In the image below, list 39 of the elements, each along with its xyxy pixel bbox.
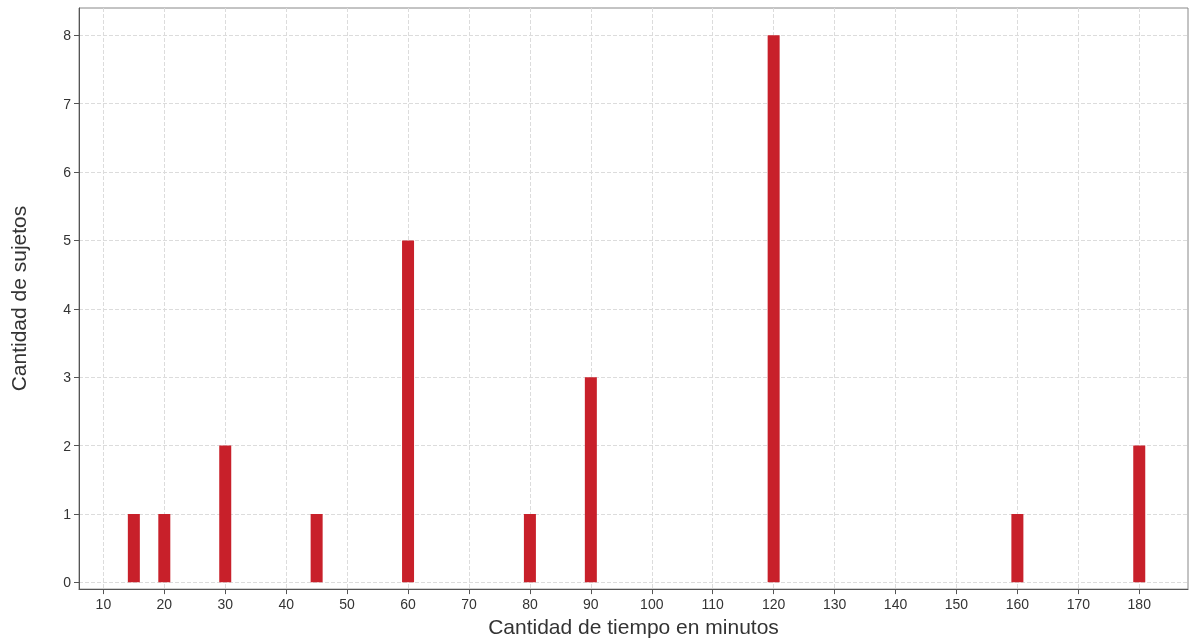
bar xyxy=(127,513,140,583)
y-tick-label: 6 xyxy=(63,164,72,181)
x-tick-label: 50 xyxy=(339,596,356,613)
x-tick-label: 170 xyxy=(1066,596,1091,613)
y-tick-label: 5 xyxy=(63,232,72,249)
y-tick-label: 1 xyxy=(63,505,72,522)
bar xyxy=(402,240,415,583)
x-tick-label: 130 xyxy=(822,596,847,613)
bar xyxy=(1011,513,1024,583)
bar xyxy=(584,377,597,583)
x-tick-label: 20 xyxy=(156,596,173,613)
x-tick-label: 180 xyxy=(1127,596,1152,613)
x-tick-label: 110 xyxy=(701,596,725,613)
x-tick-label: 80 xyxy=(522,596,538,613)
y-tick-label: 7 xyxy=(63,95,72,112)
x-axis-title: Cantidad de tiempo en minutos xyxy=(488,615,779,638)
x-tick-label: 140 xyxy=(883,596,908,613)
y-tick-label: 2 xyxy=(63,437,72,454)
bar xyxy=(767,35,780,583)
x-tick-label: 120 xyxy=(761,596,786,613)
x-tick-label: 70 xyxy=(461,596,477,613)
x-tick-label: 10 xyxy=(95,596,112,613)
y-tick-label: 8 xyxy=(63,27,72,44)
x-tick-label: 160 xyxy=(1005,596,1030,613)
bar xyxy=(158,513,171,583)
x-tick-label: 150 xyxy=(944,596,969,613)
y-tick-label: 4 xyxy=(63,300,72,317)
bar xyxy=(523,513,536,583)
y-tick-label: 0 xyxy=(63,574,72,591)
x-tick-label: 60 xyxy=(400,596,417,613)
x-tick-label: 100 xyxy=(640,596,664,613)
x-tick-label: 90 xyxy=(583,596,599,613)
x-tick-label: 40 xyxy=(278,596,295,613)
bar xyxy=(310,513,323,583)
y-tick-label: 3 xyxy=(63,369,72,386)
y-axis-title: Cantidad de sujetos xyxy=(7,205,30,392)
bar xyxy=(1133,445,1146,583)
bar xyxy=(219,445,232,583)
x-tick-label: 30 xyxy=(217,596,234,613)
